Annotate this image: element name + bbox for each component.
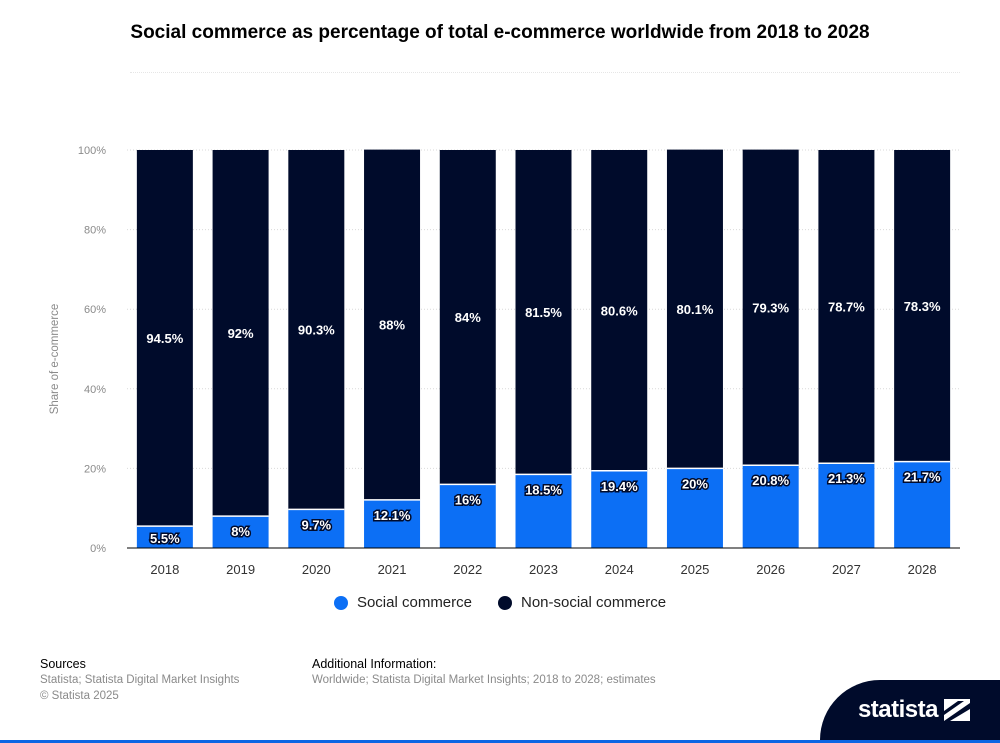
data-label-non-social: 90.3% — [298, 323, 335, 338]
additional-info-text: Worldwide; Statista Digital Market Insig… — [312, 674, 656, 686]
data-label-non-social: 80.1% — [677, 302, 714, 317]
sources-block: Sources Statista; Statista Digital Marke… — [40, 656, 239, 704]
y-tick-label: 80% — [84, 225, 106, 237]
data-label-non-social: 84% — [455, 310, 481, 325]
bar-non-social-2018 — [136, 150, 193, 527]
data-label-non-social: 80.6% — [601, 303, 638, 318]
x-tick-label: 2025 — [680, 562, 709, 577]
data-label-social: 8% — [231, 524, 250, 539]
data-label-social: 20% — [682, 476, 708, 491]
bar-social-2022 — [439, 484, 496, 548]
data-label-social: 18.5% — [525, 482, 562, 497]
bar-non-social-2023 — [515, 150, 572, 475]
y-axis-title: Share of e-commerce — [49, 304, 61, 415]
bar-non-social-2025 — [666, 149, 723, 469]
chart-title: Social commerce as percentage of total e… — [130, 22, 870, 43]
data-label-non-social: 78.3% — [904, 299, 941, 314]
data-label-social: 19.4% — [601, 479, 638, 494]
additional-info-block: Additional Information: Worldwide; Stati… — [312, 656, 656, 688]
bar-social-2020 — [288, 509, 345, 548]
x-tick-label: 2021 — [378, 562, 407, 577]
sources-text[interactable]: Statista; Statista Digital Market Insigh… — [40, 674, 240, 686]
data-label-social: 20.8% — [752, 473, 789, 488]
x-tick-label: 2028 — [908, 562, 937, 577]
data-label-non-social: 88% — [379, 318, 405, 333]
data-label-social: 21.7% — [904, 470, 941, 485]
data-label-social: 5.5% — [150, 531, 180, 546]
logo-wordmark: statista — [857, 696, 939, 723]
data-label-non-social: 94.5% — [146, 331, 183, 346]
stacked-bar-chart: 0% 20% 40% 60% 80% 100% Share of e-commerce 5.5… — [49, 145, 960, 577]
y-tick-label: 40% — [84, 384, 106, 396]
bar-social-2025 — [666, 468, 723, 548]
data-label-non-social: 79.3% — [752, 300, 789, 315]
bar-non-social-2026 — [742, 149, 799, 466]
logo-mark-icon — [944, 699, 970, 721]
x-tick-label: 2026 — [756, 562, 785, 577]
y-tick-label: 0% — [90, 543, 106, 555]
legend-swatch-non-social — [498, 595, 512, 610]
bar-non-social-2024 — [591, 150, 648, 471]
y-tick-label: 100% — [78, 145, 106, 157]
bar-non-social-2027 — [818, 150, 875, 464]
x-tick-label: 2023 — [529, 562, 558, 577]
bar-non-social-2020 — [288, 150, 345, 510]
y-tick-label: 20% — [84, 463, 106, 475]
bottom-accent-band — [0, 740, 1000, 743]
x-tick-label: 2024 — [605, 562, 634, 577]
sources-heading: Sources — [40, 657, 86, 671]
x-tick-label: 2019 — [226, 562, 255, 577]
bar-social-2019 — [212, 516, 269, 548]
bar-social-2021 — [364, 499, 421, 548]
legend-item-social-commerce[interactable]: Social commerce — [333, 594, 472, 611]
statista-logo[interactable]: statista — [820, 680, 1000, 740]
bar-non-social-2021 — [364, 149, 421, 500]
legend-label-non-social: Non-social commerce — [521, 594, 667, 611]
copyright-text: © Statista 2025 — [40, 690, 119, 702]
title-divider — [130, 72, 960, 73]
y-tick-label: 60% — [84, 304, 106, 316]
chart-legend: Social commerce Non-social commerce — [0, 594, 1000, 611]
data-label-non-social: 78.7% — [828, 300, 865, 315]
bar-non-social-2019 — [212, 150, 269, 517]
data-label-social: 9.7% — [301, 517, 331, 532]
x-tick-label: 2022 — [453, 562, 482, 577]
data-label-non-social: 81.5% — [525, 305, 562, 320]
legend-item-non-social-commerce[interactable]: Non-social commerce — [498, 594, 666, 611]
legend-swatch-social — [333, 595, 348, 610]
x-tick-label: 2020 — [302, 562, 331, 577]
x-tick-label: 2018 — [150, 562, 179, 577]
data-label-social: 16% — [455, 492, 481, 507]
bar-social-2018 — [136, 526, 193, 548]
data-label-social: 12.1% — [374, 508, 411, 523]
data-label-social: 21.3% — [828, 471, 865, 486]
bar-social-2026 — [742, 465, 799, 548]
bar-social-2024 — [591, 470, 648, 548]
bar-social-2027 — [818, 463, 875, 548]
legend-label-social: Social commerce — [356, 594, 472, 611]
additional-info-heading: Additional Information: — [312, 657, 437, 671]
x-tick-label: 2027 — [832, 562, 861, 577]
bar-non-social-2028 — [894, 150, 951, 462]
bar-social-2028 — [894, 461, 951, 548]
data-label-non-social: 92% — [228, 326, 254, 341]
bar-non-social-2022 — [439, 150, 496, 485]
bar-social-2023 — [515, 474, 572, 548]
